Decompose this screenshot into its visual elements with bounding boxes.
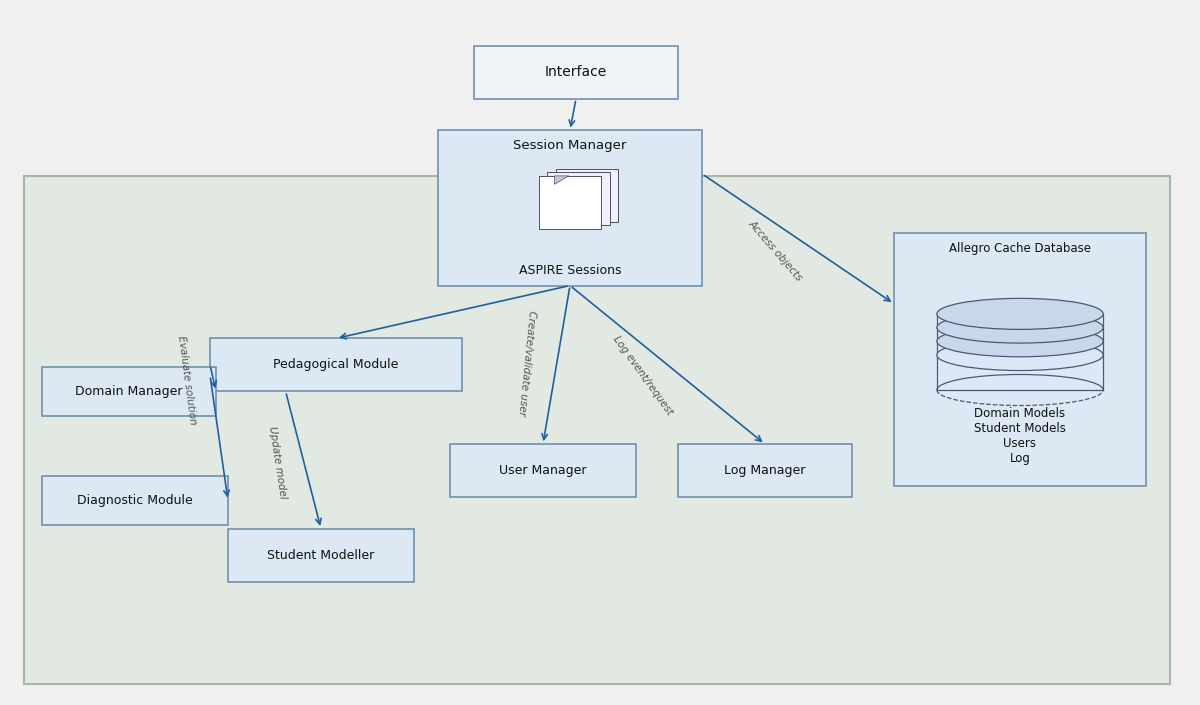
Ellipse shape xyxy=(937,312,1103,343)
Text: Access objects: Access objects xyxy=(746,218,804,283)
Text: Domain Models
Student Models
Users
Log: Domain Models Student Models Users Log xyxy=(974,407,1066,465)
Text: ASPIRE Sessions: ASPIRE Sessions xyxy=(518,264,622,276)
FancyBboxPatch shape xyxy=(450,444,636,497)
FancyBboxPatch shape xyxy=(42,476,228,525)
Ellipse shape xyxy=(937,326,1103,357)
Polygon shape xyxy=(937,314,1103,390)
Ellipse shape xyxy=(937,340,1103,371)
Text: User Manager: User Manager xyxy=(499,464,587,477)
Text: Create/validate user: Create/validate user xyxy=(516,310,536,416)
Text: Log Manager: Log Manager xyxy=(725,464,805,477)
Ellipse shape xyxy=(937,298,1103,329)
Text: Log event/request: Log event/request xyxy=(611,333,676,417)
Text: Pedagogical Module: Pedagogical Module xyxy=(274,358,398,372)
FancyBboxPatch shape xyxy=(42,367,216,416)
FancyBboxPatch shape xyxy=(556,169,618,221)
FancyBboxPatch shape xyxy=(210,338,462,391)
Polygon shape xyxy=(554,176,569,185)
FancyBboxPatch shape xyxy=(474,46,678,99)
Text: Update model: Update model xyxy=(266,425,288,499)
FancyBboxPatch shape xyxy=(24,176,1170,684)
FancyBboxPatch shape xyxy=(894,233,1146,486)
Text: Session Manager: Session Manager xyxy=(514,140,626,152)
Text: Diagnostic Module: Diagnostic Module xyxy=(77,494,193,507)
Text: Evaluate solution: Evaluate solution xyxy=(176,335,198,425)
FancyBboxPatch shape xyxy=(539,176,601,228)
FancyBboxPatch shape xyxy=(438,130,702,286)
FancyBboxPatch shape xyxy=(228,529,414,582)
Text: Interface: Interface xyxy=(545,66,607,79)
FancyBboxPatch shape xyxy=(547,173,610,226)
FancyBboxPatch shape xyxy=(678,444,852,497)
Text: Domain Manager: Domain Manager xyxy=(76,385,182,398)
Text: Student Modeller: Student Modeller xyxy=(268,548,374,562)
Text: Allegro Cache Database: Allegro Cache Database xyxy=(949,243,1091,255)
